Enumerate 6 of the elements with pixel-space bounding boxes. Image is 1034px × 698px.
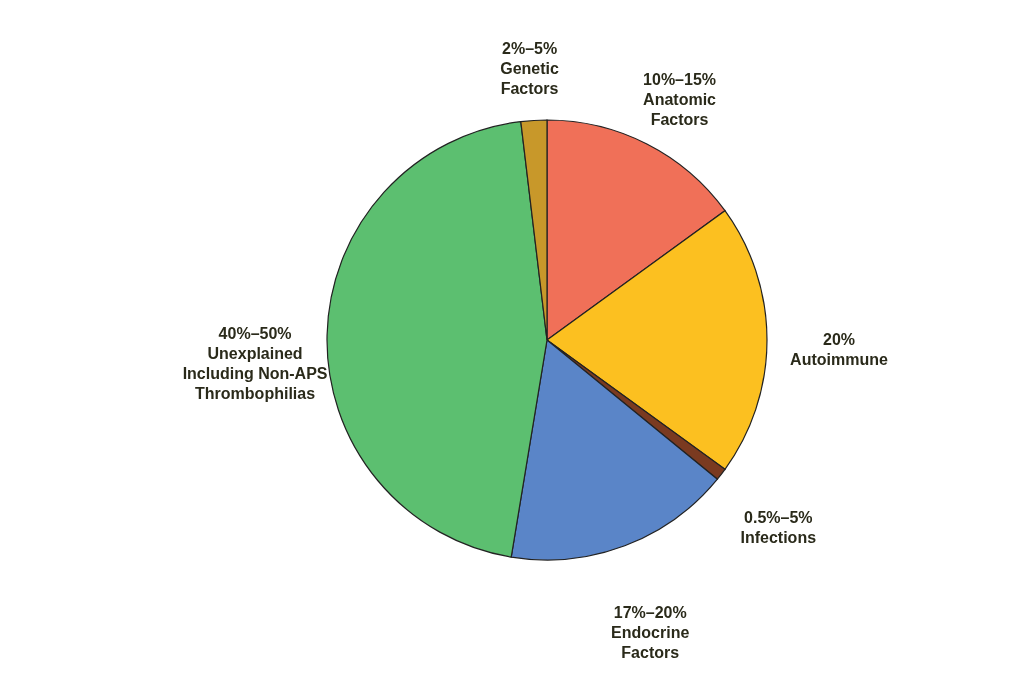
slice-label: 20% Autoimmune (790, 331, 888, 368)
slice-label: 0.5%–5% Infections (740, 509, 817, 547)
slice-label: 10%–15% Anatomic Factors (643, 70, 717, 128)
slice-label: 2%–5% Genetic Factors (500, 39, 560, 97)
slice-label: 40%–50% Unexplained Including Non-APS Thrombophilias (182, 324, 328, 402)
slice-label: 17%–20% Endocrine Factors (611, 604, 690, 662)
